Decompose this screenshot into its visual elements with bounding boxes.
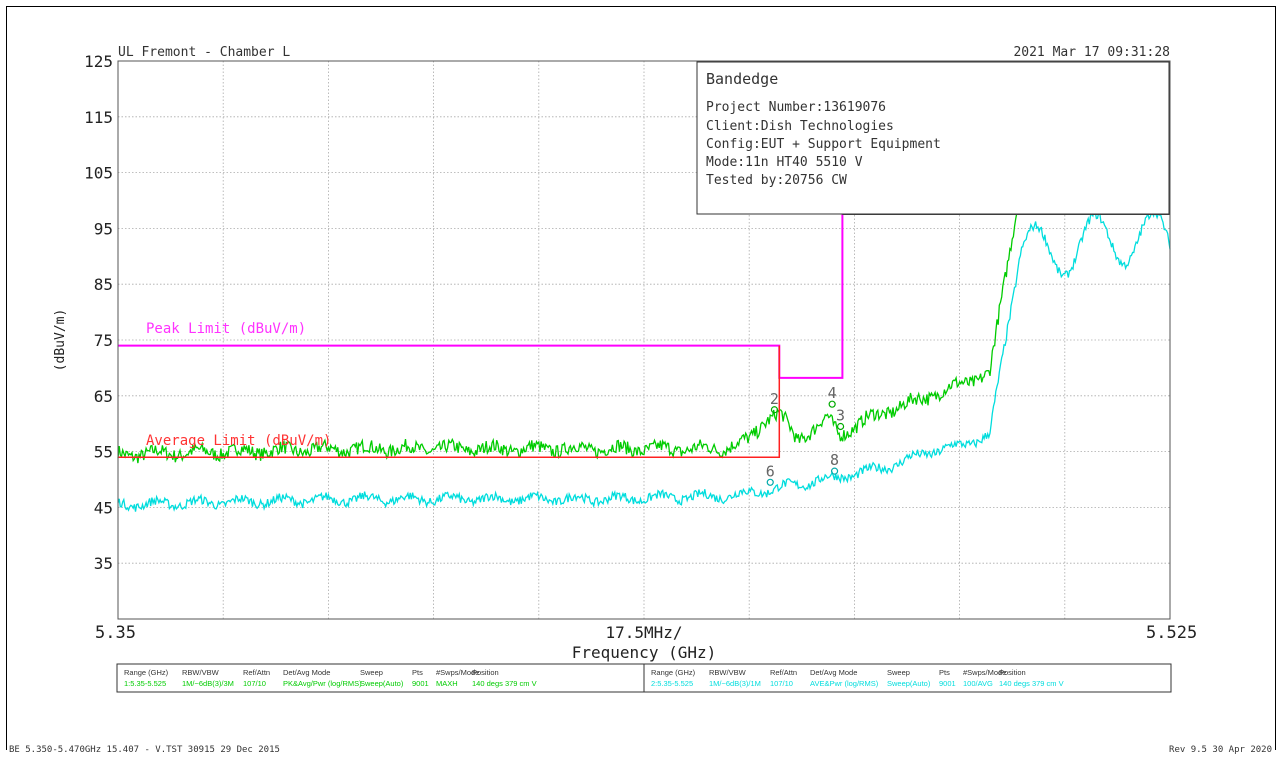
plot-border bbox=[117, 60, 1171, 620]
y-tick-label: 105 bbox=[84, 164, 113, 183]
table-value-cell: 107/10 bbox=[770, 679, 793, 688]
info-line-project: Project Number:13619076 bbox=[706, 100, 886, 115]
table-value-cell: 100/AVG bbox=[963, 679, 993, 688]
info-line-mode: Mode:11n HT40 5510 V bbox=[706, 155, 863, 170]
x-start-label: 5.35 bbox=[95, 623, 136, 643]
marker-4: 4 bbox=[828, 384, 837, 402]
trace-series-2 bbox=[117, 208, 1171, 512]
trace-series-1 bbox=[117, 153, 1171, 464]
marker-6: 6 bbox=[766, 462, 775, 480]
report-frame bbox=[6, 6, 1276, 750]
table-value-cell: 1M/~6dB(3)/3M bbox=[182, 679, 234, 688]
y-tick-label: 115 bbox=[84, 108, 113, 127]
peak-limit-label: Peak Limit (dBuV/m) bbox=[146, 321, 306, 337]
table-value-cell: Sweep(Auto) bbox=[887, 679, 931, 688]
table-header-cell: Position bbox=[999, 668, 1026, 677]
marker-dot-2 bbox=[770, 406, 779, 414]
footer-left: BE 5.350-5.470GHz 15.407 - V.TST 30915 2… bbox=[9, 745, 280, 755]
test-datetime: 2021 Mar 17 09:31:28 bbox=[1013, 45, 1170, 60]
table-header-cell: Range (GHz) bbox=[124, 668, 169, 677]
table-value-cell: MAXH bbox=[436, 679, 458, 688]
table-header-cell: Position bbox=[472, 668, 499, 677]
marker-3: 3 bbox=[836, 406, 845, 424]
table-header-cell: Sweep bbox=[887, 668, 910, 677]
average-limit-line bbox=[118, 345, 781, 458]
x-axis-label: Frequency (GHz) bbox=[572, 643, 717, 662]
markers: 2 4 3 6 8 bbox=[766, 384, 845, 486]
info-line-tester: Tested by:20756 CW bbox=[706, 173, 847, 188]
table-header-cell: Ref/Attn bbox=[243, 668, 270, 677]
marker-dot-6 bbox=[766, 478, 774, 486]
info-line-client: Client:Dish Technologies bbox=[706, 119, 894, 134]
table-header-cell: Range (GHz) bbox=[651, 668, 696, 677]
table-header-cell: Ref/Attn bbox=[770, 668, 797, 677]
y-tick-label: 65 bbox=[94, 387, 113, 406]
y-tick-label: 95 bbox=[94, 219, 113, 238]
y-tick-label: 35 bbox=[94, 554, 113, 573]
table-header-cell: #Swps/Mode bbox=[963, 668, 1006, 677]
y-tick-labels: 125 115 105 95 85 75 65 55 45 35 bbox=[84, 52, 113, 573]
info-box: Bandedge Project Number:13619076 Client:… bbox=[696, 61, 1170, 215]
marker-dot-4 bbox=[828, 400, 836, 408]
table-header-cell: #Swps/Mode bbox=[436, 668, 479, 677]
y-tick-label: 45 bbox=[94, 498, 113, 517]
y-tick-label: 125 bbox=[84, 52, 113, 71]
table-value-cell: 140 degs 379 cm V bbox=[472, 679, 537, 688]
table-header-cell: Det/Avg Mode bbox=[283, 668, 330, 677]
table-value-cell: PK&Avg/Pwr (log/RMS) bbox=[283, 679, 362, 688]
table-header-cell: RBW/VBW bbox=[709, 668, 747, 677]
table-value-cell: AVE&Pwr (log/RMS) bbox=[810, 679, 879, 688]
marker-dot-8 bbox=[830, 467, 839, 475]
traces bbox=[117, 153, 1171, 512]
table-value-cell: 107/10 bbox=[243, 679, 266, 688]
table-value-cell: 9001 bbox=[412, 679, 429, 688]
table-header-cell: Pts bbox=[939, 668, 950, 677]
table-value-cell: 9001 bbox=[939, 679, 956, 688]
marker-dot-3 bbox=[836, 422, 845, 431]
table-header-cell: Sweep bbox=[360, 668, 383, 677]
info-line-config: Config:EUT + Support Equipment bbox=[706, 137, 941, 152]
y-axis-label: (dBuV/m) bbox=[53, 309, 68, 372]
x-center-label: 17.5MHz/ bbox=[605, 623, 682, 642]
site-title: UL Fremont - Chamber L bbox=[118, 45, 290, 60]
marker-8: 8 bbox=[830, 451, 839, 469]
table-value-cell: 2:5.35-5.525 bbox=[651, 679, 693, 688]
average-limit-label: Average Limit (dBuV/m) bbox=[146, 433, 331, 449]
table-header-cell: RBW/VBW bbox=[182, 668, 220, 677]
peak-limit-line bbox=[118, 214, 844, 379]
info-title: Bandedge bbox=[706, 70, 778, 88]
y-tick-label: 85 bbox=[94, 275, 113, 294]
marker-2: 2 bbox=[770, 390, 779, 408]
table-value-cell: 1:5.35-5.525 bbox=[124, 679, 166, 688]
table-value-cell: 140 degs 379 cm V bbox=[999, 679, 1064, 688]
settings-table: Range (GHz) RBW/VBW Ref/Attn Det/Avg Mode Sw… bbox=[116, 663, 1172, 693]
table-header-cell: Pts bbox=[412, 668, 423, 677]
y-tick-label: 55 bbox=[94, 443, 113, 462]
x-end-label: 5.525 bbox=[1146, 623, 1197, 643]
table-header-cell: Det/Avg Mode bbox=[810, 668, 857, 677]
y-tick-label: 75 bbox=[94, 331, 113, 350]
footer-right: Rev 9.5 30 Apr 2020 bbox=[1169, 745, 1272, 755]
table-value-cell: 1M/~6dB(3)/1M bbox=[709, 679, 761, 688]
table-value-cell: Sweep(Auto) bbox=[360, 679, 404, 688]
